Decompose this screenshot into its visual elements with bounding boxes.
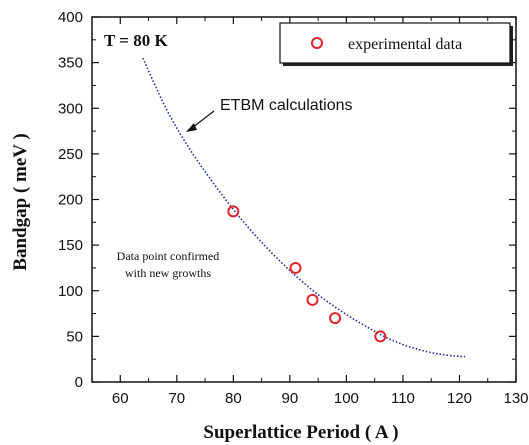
etbm-annotation: ETBM calculations: [220, 97, 353, 114]
experimental-data-point: [374, 330, 387, 343]
legend-marker: [311, 37, 323, 49]
x-tick-label: 110: [391, 390, 415, 407]
x-tick-label: 130: [503, 390, 528, 407]
experimental-data-point: [227, 205, 240, 218]
plot-frame: [91, 16, 517, 383]
legend: experimental data: [279, 22, 513, 66]
y-tick-label: 400: [58, 9, 83, 26]
etbm-calculation-curve: [142, 57, 466, 358]
y-tick-label: 100: [58, 283, 83, 300]
x-tick-label: 80: [225, 390, 242, 407]
axis-ticks: 60 70 80 90 100 110 120 130 0 50 100 150 200 250 300 35…: [58, 9, 529, 407]
legend-label: experimental data: [348, 36, 462, 53]
legend-box: [279, 22, 511, 64]
experimental-data-point: [306, 293, 319, 306]
y-axis-title: Bandgap ( meV ): [10, 133, 31, 270]
experimental-data-point: [329, 312, 342, 325]
x-tick-label: 60: [112, 390, 129, 407]
experimental-data-point: [289, 261, 302, 274]
y-tick-label: 250: [58, 146, 83, 163]
x-axis-title: Superlattice Period ( A ): [203, 422, 398, 443]
y-tick-label: 350: [58, 55, 83, 72]
y-tick-label: 200: [58, 192, 83, 209]
temperature-annotation: T = 80 K: [104, 31, 168, 50]
x-tick-label: 100: [334, 390, 359, 407]
x-tick-label: 120: [447, 390, 472, 407]
confirm-note-line1: Data point confirmed: [117, 249, 220, 263]
y-tick-label: 300: [58, 100, 83, 117]
y-tick-label: 50: [66, 328, 83, 345]
etbm-arrowhead: [186, 123, 197, 132]
x-tick-label: 70: [168, 390, 185, 407]
etbm-arrow-line: [191, 110, 215, 129]
y-tick-label: 0: [75, 374, 83, 391]
confirm-note-line2: with new growths: [125, 266, 211, 280]
x-tick-label: 90: [282, 390, 299, 407]
plot-marks: [142, 57, 466, 358]
y-tick-label: 150: [58, 237, 83, 254]
